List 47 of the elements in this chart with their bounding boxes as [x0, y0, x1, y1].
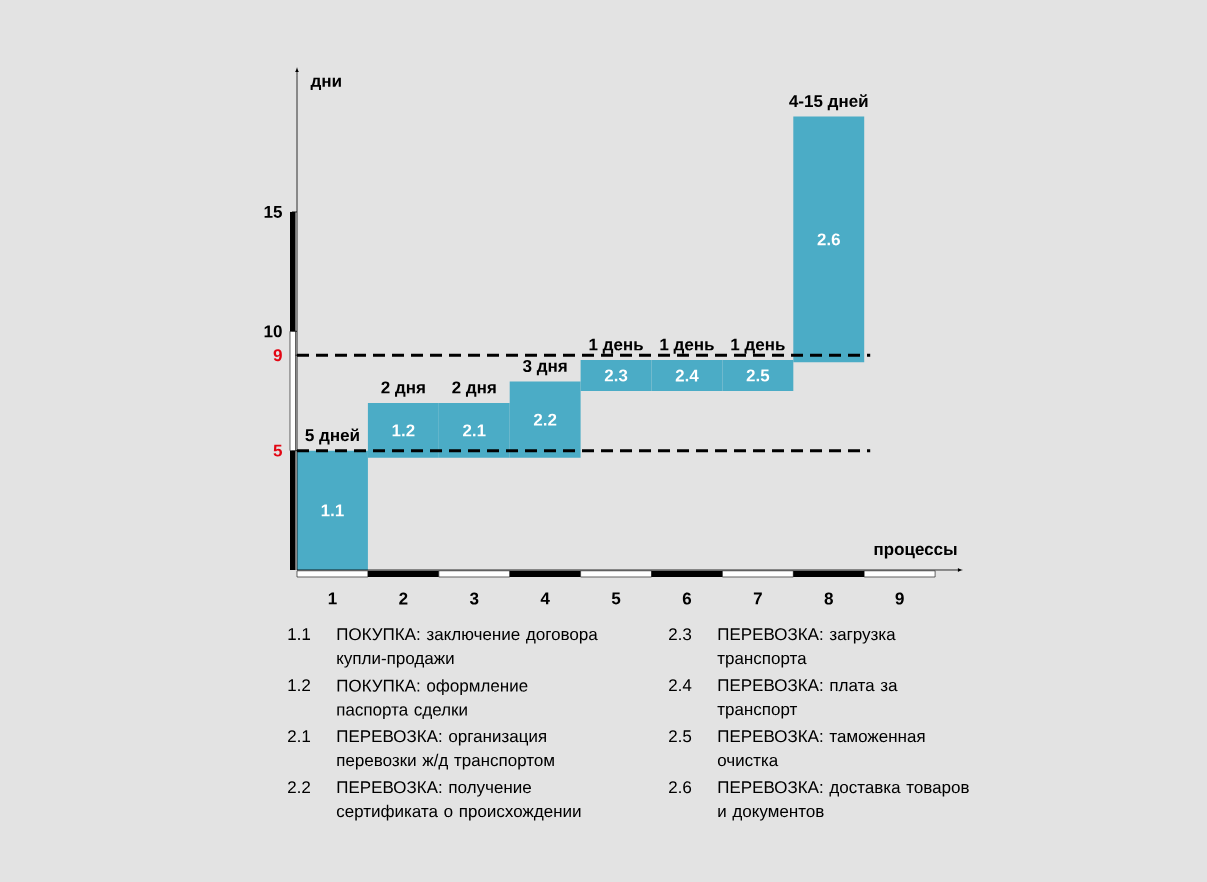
x-tick-label: 3: [469, 592, 479, 605]
annotation: 2.4: [675, 369, 699, 382]
data-label: 1 день: [731, 338, 785, 354]
text: 2.6: [669, 781, 692, 794]
x-tick-label: 6: [682, 592, 692, 605]
x-axis-title: процессы: [874, 545, 957, 559]
data-label: 2 дня: [381, 381, 425, 397]
data-label: 1 день: [660, 338, 714, 354]
text: ПЕРЕВОЗКА: получение сертификата о происхождении: [336, 781, 581, 821]
annotation: 1.2: [392, 424, 415, 437]
text: ПОКУПКА: заключение договора купли-продажи: [337, 628, 598, 668]
annotation: 2.6: [817, 233, 840, 246]
annotation: 1.1: [321, 504, 344, 517]
text: ПЕРЕВОЗКА: плата за транспорт: [717, 679, 898, 719]
text: ПЕРЕВОЗКА: организация перевозки ж/д транспортом: [337, 730, 554, 770]
text: 2.3: [669, 628, 692, 641]
data-label: 5 дней: [305, 428, 359, 445]
text: ПЕРЕВОЗКА: таможенная очистка: [717, 730, 925, 767]
data-label: 2 дня: [452, 381, 496, 397]
y-tick-label: 10: [264, 325, 282, 338]
x-tick-label: 8: [824, 592, 833, 605]
x-tick-label: 1: [328, 592, 337, 605]
x-tick-label: 9: [895, 592, 904, 605]
y-tick-label: 15: [264, 206, 282, 218]
text: ПЕРЕВОЗКА: загрузка транспорта: [717, 628, 896, 668]
x-tick-label: 5: [611, 592, 621, 605]
annotation: 2.2: [533, 413, 557, 426]
annotation: 2.1: [463, 424, 486, 437]
text: 2.5: [669, 730, 692, 743]
text: ПОКУПКА: оформление паспорта сделки: [337, 679, 528, 720]
x-tick-label: 4: [540, 592, 550, 605]
annotation: 2.3: [604, 369, 628, 382]
annotation: 2.5: [746, 369, 770, 382]
text: 1.2: [288, 679, 310, 692]
x-tick-label: 2: [399, 592, 408, 605]
y-axis-title: дни: [310, 77, 341, 91]
data-label: 1 день: [589, 338, 643, 354]
text: 2.4: [669, 679, 692, 692]
y-tick-label: 5: [273, 444, 283, 457]
text: 2.2: [288, 781, 310, 794]
text: 2.1: [288, 730, 311, 743]
data-label: 4-15 дней: [789, 94, 868, 111]
text: ПЕРЕВОЗКА: доставка товаров и документов: [718, 781, 969, 821]
y-tick-label: 9: [273, 349, 282, 362]
x-tick-label: 7: [753, 592, 762, 605]
data-label: 3 дня: [522, 359, 567, 376]
text: 1.1: [288, 628, 311, 640]
